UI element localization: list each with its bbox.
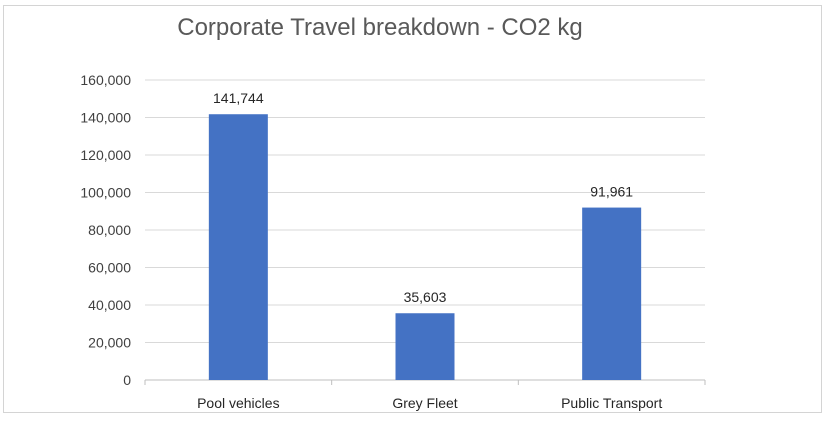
chart-title: Corporate Travel breakdown - CO2 kg xyxy=(177,14,583,41)
data-label: 141,744 xyxy=(213,90,264,106)
bar-2 xyxy=(395,313,455,380)
y-tick-label: 40,000 xyxy=(88,297,131,313)
x-tick-label: Public Transport xyxy=(561,395,662,411)
y-tick-label: 0 xyxy=(123,372,131,388)
y-tick-label: 160,000 xyxy=(80,72,131,88)
y-tick-label: 60,000 xyxy=(88,260,131,276)
data-label: 35,603 xyxy=(404,289,447,305)
y-tick-label: 140,000 xyxy=(80,110,131,126)
y-tick-label: 100,000 xyxy=(80,185,131,201)
y-tick-label: 20,000 xyxy=(88,335,131,351)
bar-1 xyxy=(208,114,268,380)
y-tick-label: 120,000 xyxy=(80,147,131,163)
x-tick-label: Grey Fleet xyxy=(392,395,457,411)
x-tick-label: Pool vehicles xyxy=(197,395,280,411)
data-label: 91,961 xyxy=(590,184,633,200)
y-tick-label: 80,000 xyxy=(88,222,131,238)
bar-3 xyxy=(582,207,642,380)
